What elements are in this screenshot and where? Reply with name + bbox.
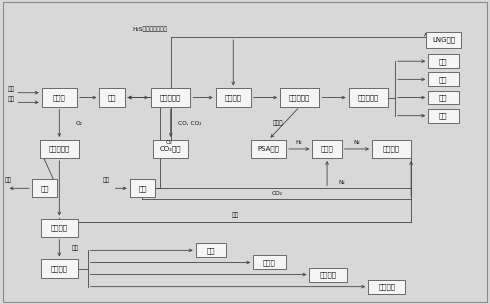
FancyBboxPatch shape <box>251 140 286 158</box>
Text: 甲烷分离: 甲烷分离 <box>225 94 242 101</box>
Text: CO₂: CO₂ <box>271 191 282 196</box>
Text: 低碳醇分离: 低碳醇分离 <box>358 94 379 101</box>
Text: 合成尿素: 合成尿素 <box>383 146 400 152</box>
FancyBboxPatch shape <box>99 88 125 107</box>
FancyBboxPatch shape <box>41 259 78 278</box>
Text: 蒸气: 蒸气 <box>8 96 15 102</box>
Text: 苯酚: 苯酚 <box>207 247 215 254</box>
Text: 酚氨回收: 酚氨回收 <box>51 224 68 231</box>
FancyBboxPatch shape <box>42 88 77 107</box>
Text: 乙醇: 乙醇 <box>439 76 448 83</box>
Text: 合成氨: 合成氨 <box>321 146 334 152</box>
FancyBboxPatch shape <box>368 280 405 294</box>
FancyBboxPatch shape <box>428 54 459 68</box>
Text: 粗酚: 粗酚 <box>72 245 79 251</box>
Text: 外送: 外送 <box>5 177 12 183</box>
FancyBboxPatch shape <box>40 140 79 158</box>
FancyBboxPatch shape <box>153 140 188 158</box>
FancyBboxPatch shape <box>32 179 57 197</box>
Text: 原煤: 原煤 <box>8 86 15 92</box>
Text: O₂: O₂ <box>75 121 82 126</box>
FancyBboxPatch shape <box>313 140 342 158</box>
FancyBboxPatch shape <box>348 88 388 107</box>
Text: H₂S浓缩气去硫回收: H₂S浓缩气去硫回收 <box>132 27 167 32</box>
Text: 粗酚精制: 粗酚精制 <box>51 265 68 272</box>
FancyBboxPatch shape <box>372 140 411 158</box>
Text: 丁醇: 丁醇 <box>439 112 448 119</box>
Text: 低温甲醇洗: 低温甲醇洗 <box>160 94 181 101</box>
FancyBboxPatch shape <box>310 268 346 282</box>
Text: 焦油: 焦油 <box>40 185 49 192</box>
FancyBboxPatch shape <box>41 219 78 237</box>
Text: N₂: N₂ <box>353 140 360 145</box>
Text: 对位甲酚: 对位甲酚 <box>378 283 395 290</box>
Text: PSA分离: PSA分离 <box>258 146 279 152</box>
Text: 空气: 空气 <box>103 178 110 183</box>
Text: CO, CO₂: CO, CO₂ <box>177 121 201 126</box>
Text: 弛放气: 弛放气 <box>273 120 284 126</box>
Text: 变换: 变换 <box>108 94 116 101</box>
Text: LNG产品: LNG产品 <box>432 37 455 43</box>
FancyBboxPatch shape <box>280 88 319 107</box>
Text: CO₂汽提: CO₂汽提 <box>160 146 181 152</box>
FancyBboxPatch shape <box>151 88 190 107</box>
FancyBboxPatch shape <box>428 91 459 105</box>
Text: 甲醇: 甲醇 <box>439 58 448 64</box>
Text: 空分: 空分 <box>138 185 147 192</box>
Text: H₂: H₂ <box>296 140 303 145</box>
FancyBboxPatch shape <box>428 72 459 86</box>
FancyBboxPatch shape <box>426 33 461 48</box>
Text: N₂: N₂ <box>339 180 345 185</box>
Text: O₂: O₂ <box>165 140 172 145</box>
FancyBboxPatch shape <box>428 109 459 123</box>
Text: 煤气水分离: 煤气水分离 <box>49 146 70 152</box>
FancyBboxPatch shape <box>216 88 251 107</box>
Text: 邻位甲酚: 邻位甲酚 <box>319 271 337 278</box>
FancyBboxPatch shape <box>196 244 226 257</box>
Text: 煤制气: 煤制气 <box>53 94 66 101</box>
FancyBboxPatch shape <box>253 255 286 269</box>
Text: 二甲酚: 二甲酚 <box>263 259 276 266</box>
Text: 低碳醇合成: 低碳醇合成 <box>289 94 310 101</box>
Text: 丙醇: 丙醇 <box>439 94 448 101</box>
FancyBboxPatch shape <box>130 179 155 197</box>
Text: 液氨: 液氨 <box>232 212 239 218</box>
